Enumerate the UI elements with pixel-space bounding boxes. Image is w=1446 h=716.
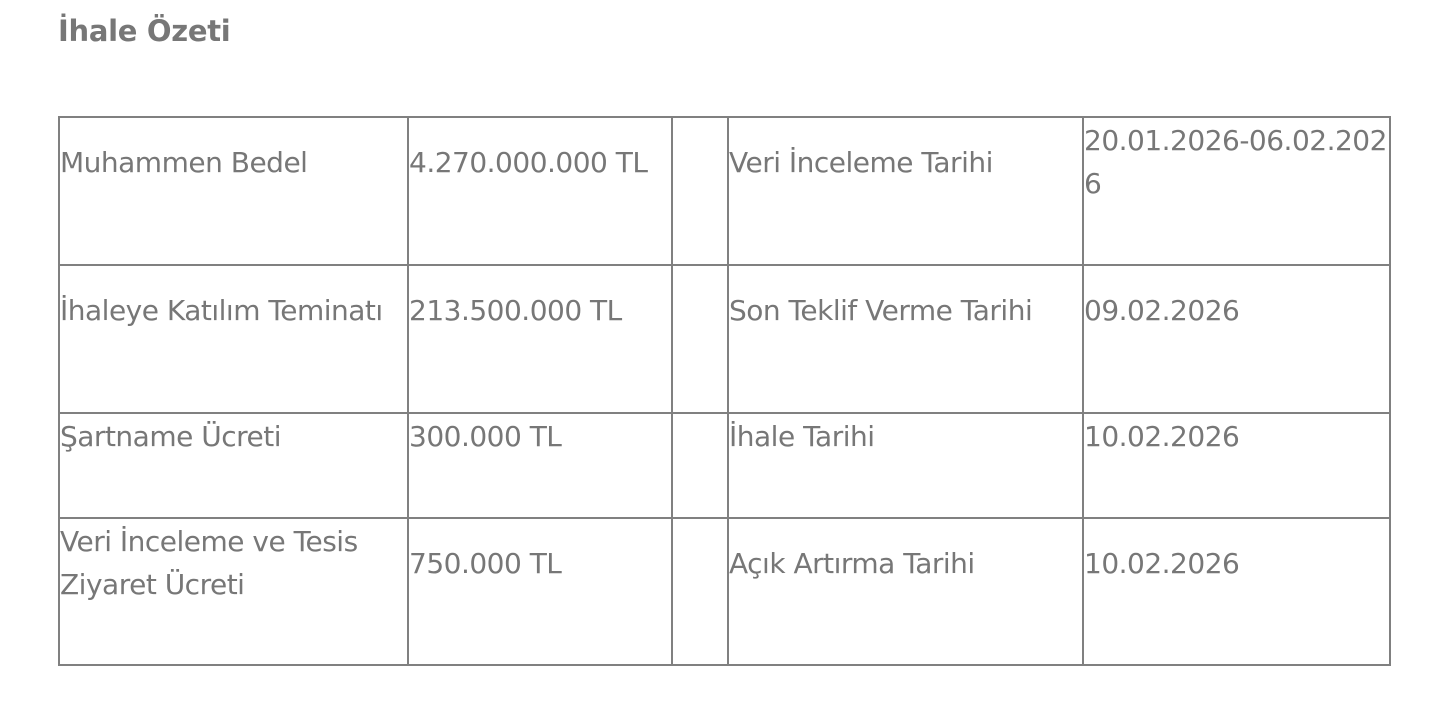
table-row: Muhammen Bedel 4.270.000.000 TL Veri İnc…: [58, 116, 1391, 266]
label-specification-fee: Şartname Ücreti: [60, 419, 282, 453]
table-row: Veri İnceleme ve Tesis Ziyaret Ücreti 75…: [58, 517, 1391, 666]
label-estimated-value: Muhammen Bedel: [60, 145, 308, 179]
value-data-review-date: 20.01.2026-06.02.2026: [1084, 124, 1387, 200]
table-row: Şartname Ücreti 300.000 TL İhale Tarihi …: [58, 412, 1391, 519]
spacer-cell: [671, 116, 729, 266]
spacer-cell: [671, 517, 729, 666]
tender-summary-table: Muhammen Bedel 4.270.000.000 TL Veri İnc…: [58, 116, 1391, 666]
value-participation-guarantee: 213.500.000 TL: [409, 293, 622, 327]
label-participation-guarantee: İhaleye Katılım Teminatı: [60, 293, 383, 327]
value-tender-date: 10.02.2026: [1084, 419, 1240, 453]
label-data-review-date: Veri İnceleme Tarihi: [729, 145, 993, 179]
label-tender-date: İhale Tarihi: [729, 419, 875, 453]
spacer-cell: [671, 412, 729, 519]
label-last-bid-date: Son Teklif Verme Tarihi: [729, 293, 1033, 327]
table-row: İhaleye Katılım Teminatı 213.500.000 TL …: [58, 264, 1391, 414]
value-auction-date: 10.02.2026: [1084, 546, 1240, 580]
spacer-cell: [671, 264, 729, 414]
value-last-bid-date: 09.02.2026: [1084, 293, 1240, 327]
label-site-visit-fee: Veri İnceleme ve Tesis Ziyaret Ücreti: [60, 525, 358, 601]
page-title: İhale Özeti: [58, 14, 231, 48]
value-specification-fee: 300.000 TL: [409, 419, 562, 453]
value-site-visit-fee: 750.000 TL: [409, 546, 562, 580]
value-estimated-value: 4.270.000.000 TL: [409, 145, 648, 179]
label-auction-date: Açık Artırma Tarihi: [729, 546, 975, 580]
